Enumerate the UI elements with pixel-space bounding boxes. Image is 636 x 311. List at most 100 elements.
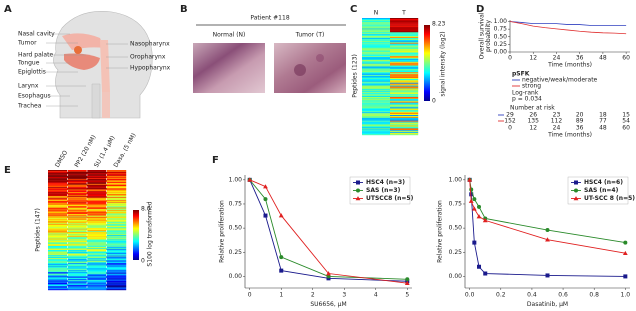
anatomy-illustration — [53, 11, 153, 119]
heatmap-cell — [87, 195, 107, 197]
heatmap-cell — [87, 261, 107, 263]
heatmap-cell — [390, 86, 419, 88]
heatmap-cell — [390, 40, 419, 42]
heatmap-cell — [106, 278, 127, 280]
heatmap-cell — [390, 129, 419, 131]
heatmap-cell — [48, 276, 68, 278]
heatmap-cell — [362, 113, 391, 115]
heatmap-cell — [106, 254, 127, 256]
heatmap-cell — [362, 29, 391, 31]
histology-detail — [316, 54, 324, 62]
y-axis-label: Relative proliferation — [219, 200, 226, 263]
heatmap-cell — [48, 231, 68, 233]
heatmap-cell — [362, 39, 391, 42]
heatmap-cell — [87, 223, 107, 225]
column-label: DMSO — [54, 149, 69, 169]
heatmap-cell — [48, 227, 68, 229]
heatmap-cell — [67, 216, 88, 218]
heatmap-cell — [67, 195, 88, 197]
risk-table-value: 135 — [527, 118, 539, 125]
heatmap-cell — [362, 104, 391, 106]
heatmap-cell — [48, 234, 68, 236]
y-tick-label: 0.25 — [494, 41, 508, 48]
x-axis-label: Time (months) — [547, 62, 592, 69]
heatmap-cell — [87, 210, 107, 212]
heatmap-cell — [67, 229, 88, 231]
risk-table-title: Number at risk — [510, 105, 555, 112]
heatmap-cell — [67, 177, 88, 179]
heatmap-cell — [390, 101, 419, 103]
heatmap-cell — [87, 288, 107, 290]
heatmap-cell — [87, 177, 107, 179]
heatmap-cell — [67, 262, 88, 264]
heatmap-cell — [390, 39, 419, 42]
x-axis-label: SU6656, µM — [310, 301, 346, 308]
heatmap-cell — [87, 193, 107, 195]
heatmap-cell — [87, 174, 107, 176]
panel-label: F — [212, 155, 219, 166]
heatmap-cell — [390, 42, 419, 44]
heatmap-cell — [362, 115, 391, 118]
marker — [476, 214, 482, 219]
heatmap-cell — [87, 273, 107, 275]
heatmap-cell — [362, 107, 391, 109]
heatmap-cell — [67, 258, 88, 260]
marker — [545, 237, 550, 242]
heatmap-cell — [48, 239, 68, 241]
heatmap-cell — [362, 132, 391, 134]
heatmap-cell — [48, 268, 68, 270]
heatmap-cell — [106, 213, 127, 215]
heatmap-cell — [87, 199, 107, 201]
colorbar-tick: 8.0 — [141, 206, 151, 213]
heatmap-cell — [67, 234, 88, 236]
heatmap-cell — [48, 210, 68, 212]
heatmap-cell — [390, 117, 419, 120]
heatmap-cell — [390, 44, 419, 46]
heatmap-cell — [87, 174, 107, 176]
heatmap-cell — [390, 70, 419, 72]
heatmap-cell — [87, 231, 107, 233]
heatmap-cell — [390, 45, 419, 47]
heatmap-cell — [106, 227, 127, 229]
heatmap-cell — [390, 81, 419, 83]
heatmap-cell — [362, 75, 391, 77]
heatmap-cell — [106, 219, 127, 221]
heatmap-cell — [48, 255, 68, 257]
heatmap-cell — [390, 96, 419, 99]
heatmap-cell — [362, 74, 391, 76]
heatmap-cell — [67, 281, 88, 283]
heatmap-cell — [390, 131, 419, 133]
heatmap-cell — [87, 181, 107, 183]
heatmap-cell — [48, 246, 68, 248]
legend-title: pSFK — [512, 71, 530, 78]
heatmap-cell — [362, 60, 391, 62]
panel-label: C — [350, 4, 357, 15]
panel-label: E — [4, 165, 11, 176]
heatmap-cell — [362, 95, 391, 97]
heatmap-cell — [87, 209, 107, 211]
heatmap-cell — [48, 184, 68, 186]
heatmap-cell — [48, 285, 68, 287]
heatmap-cell — [390, 111, 419, 113]
y-tick-label: 0.50 — [494, 33, 508, 40]
heatmap-cell — [87, 285, 107, 287]
heatmap-cell — [362, 119, 391, 121]
heatmap-cell — [87, 252, 107, 254]
heatmap-cell — [87, 207, 107, 209]
heatmap-cell — [106, 228, 127, 230]
heatmap-cell — [48, 222, 68, 224]
heatmap-cell — [48, 259, 68, 261]
y-tick-label: 1.00 — [229, 176, 243, 183]
heatmap-cell — [67, 260, 88, 262]
heatmap-cell — [48, 214, 68, 216]
heatmap-cell — [67, 185, 88, 187]
heatmap-cell — [87, 196, 107, 198]
heatmap-cell — [106, 239, 127, 241]
y-axis-label: Overall survival — [478, 12, 485, 59]
marker — [573, 196, 579, 201]
marker — [472, 240, 477, 245]
heatmap-cell — [106, 178, 127, 180]
heatmap-cell — [48, 254, 68, 256]
heatmap-cell — [106, 170, 127, 172]
heatmap-cell — [48, 280, 68, 282]
